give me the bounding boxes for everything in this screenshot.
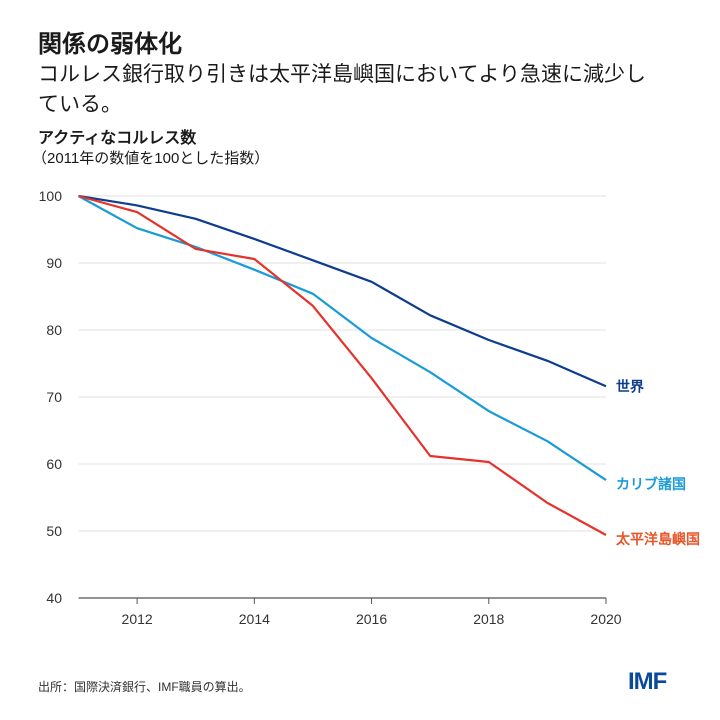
x-tick-label: 2012 xyxy=(122,611,153,627)
y-tick-label: 70 xyxy=(46,389,62,405)
y-tick-label: 50 xyxy=(46,523,62,539)
x-tick-label: 2020 xyxy=(590,611,621,627)
series-label: 太平洋島嶼国 xyxy=(616,531,700,547)
source-note: 出所：国際決済銀行、IMF職員の算出。 xyxy=(38,680,251,694)
y-tick-label: 90 xyxy=(46,255,62,271)
series-line-2 xyxy=(78,194,607,536)
chart-title: アクティなコルレス数 xyxy=(38,130,197,147)
series-label: 世界 xyxy=(616,378,645,394)
imf-logo: IMF xyxy=(628,668,667,695)
y-tick-label: 60 xyxy=(46,456,62,472)
series-line-1 xyxy=(77,195,607,482)
y-tick-label: 40 xyxy=(46,590,62,606)
series-label: カリブ諸国 xyxy=(616,476,686,492)
x-tick-label: 2014 xyxy=(239,611,270,627)
y-tick-label: 80 xyxy=(46,322,62,338)
series-line-0 xyxy=(78,194,607,388)
y-tick-label: 100 xyxy=(39,188,63,204)
chart-subtitle: （2011年の数値を100とした指数） xyxy=(32,150,270,167)
x-tick-label: 2016 xyxy=(356,611,387,627)
x-tick-label: 2018 xyxy=(473,611,504,627)
page-subtitle: コルレス銀行取り引きは太平洋島嶼国においてより急速に減少している。 xyxy=(38,63,646,116)
page-title: 関係の弱体化 xyxy=(38,31,182,58)
